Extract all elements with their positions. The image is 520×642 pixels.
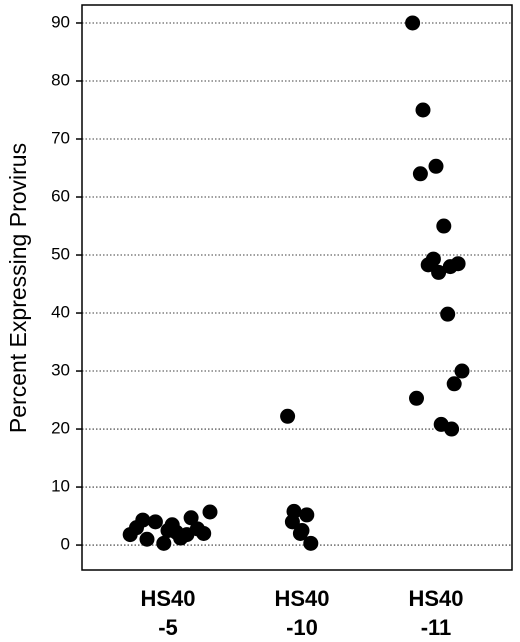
y-tick-label: 0	[61, 535, 70, 554]
data-point	[415, 102, 431, 118]
data-point	[446, 376, 462, 392]
x-tick-label: -5	[158, 615, 178, 640]
x-tick-label: HS40	[408, 586, 463, 611]
y-tick-label: 90	[51, 12, 70, 31]
data-point	[189, 521, 205, 537]
data-point	[420, 257, 436, 273]
data-point	[444, 421, 460, 437]
data-point	[139, 531, 155, 547]
data-point	[450, 256, 466, 272]
data-point	[280, 408, 296, 424]
y-tick-label: 60	[51, 186, 70, 205]
data-point	[454, 363, 470, 379]
data-point	[299, 507, 315, 523]
plot-frame	[81, 4, 513, 571]
y-tick-label: 20	[51, 419, 70, 438]
data-point	[412, 166, 428, 182]
data-point	[436, 218, 452, 234]
data-point	[156, 535, 172, 551]
data-point	[405, 15, 421, 31]
y-tick-label: 50	[51, 244, 70, 263]
data-point	[147, 514, 163, 530]
x-tick-label: HS40	[274, 586, 329, 611]
data-point	[129, 520, 144, 536]
data-point	[409, 390, 424, 406]
y-tick-label: 40	[51, 303, 70, 322]
y-tick-label: 10	[51, 477, 70, 496]
y-tick-label: 80	[51, 70, 70, 89]
data-point	[202, 504, 218, 520]
data-point	[292, 525, 308, 541]
y-axis-label: Percent Expressing Provirus	[5, 143, 31, 433]
x-tick-label: -10	[286, 615, 318, 640]
x-tick-label: -11	[421, 615, 452, 640]
data-point	[431, 264, 447, 280]
data-point	[168, 524, 184, 540]
data-point	[440, 306, 456, 322]
data-point	[183, 510, 199, 526]
data-point	[428, 158, 444, 174]
y-tick-label: 70	[51, 128, 70, 147]
x-tick-label: HS40	[140, 586, 195, 611]
y-tick-label: 30	[51, 361, 70, 380]
data-point	[303, 535, 319, 551]
data-point	[284, 514, 300, 530]
